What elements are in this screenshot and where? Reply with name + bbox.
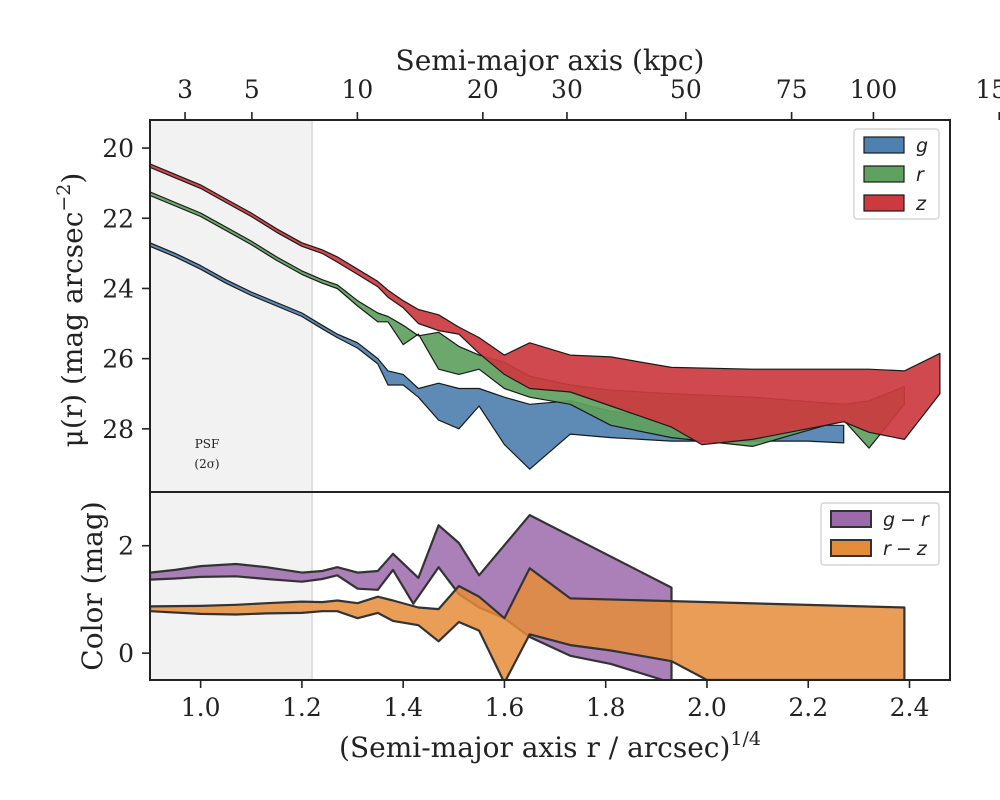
legend-label-operator: − bbox=[900, 509, 916, 531]
surface-brightness-axis-title-tail: ) bbox=[56, 173, 89, 184]
x-tick-label: 2.0 bbox=[687, 693, 727, 722]
top-tick-label: 50 bbox=[670, 75, 702, 104]
axis-ticks: 1.0 1.2 1.4 1.6 1.8 2.0 2.2 2.43 5 10 20 30 50 75 100 1… bbox=[102, 75, 1000, 722]
psf-sigma-label: (2σ) bbox=[194, 457, 219, 471]
legend-label-right: z bbox=[916, 538, 928, 560]
band-r-minus-z bbox=[150, 567, 906, 680]
bottom-axis-title-exponent: 1/4 bbox=[730, 728, 761, 750]
y-tick-label: 24 bbox=[102, 274, 134, 303]
legend-label: r − z bbox=[883, 538, 928, 560]
x-tick-label: 1.4 bbox=[383, 693, 423, 722]
x-tick-label: 1.8 bbox=[586, 693, 626, 722]
legend-swatch bbox=[830, 510, 872, 528]
band-z bbox=[150, 163, 941, 446]
surface-brightness-legend: grz bbox=[853, 128, 940, 220]
top-tick-label: 100 bbox=[850, 75, 898, 104]
top-tick-label: 75 bbox=[776, 75, 808, 104]
y-tick-label: 28 bbox=[102, 415, 134, 444]
surface-brightness-series bbox=[150, 163, 941, 470]
bottom-axis-title: (Semi-major axis r / arcsec)1/4 bbox=[339, 728, 761, 764]
top-axis-title: Semi-major axis (kpc) bbox=[396, 44, 705, 77]
y-tick-label-color: 2 bbox=[118, 532, 134, 561]
legend-label-right: r bbox=[921, 509, 930, 531]
color-legend: g − rr − z bbox=[820, 502, 940, 566]
psf-region-shading-color-panel bbox=[150, 492, 313, 680]
legend-swatch bbox=[863, 194, 905, 212]
x-tick-label: 1.6 bbox=[485, 693, 525, 722]
surface-brightness-axis-title-exponent: −2 bbox=[53, 184, 75, 212]
legend-label: g bbox=[916, 135, 928, 157]
color-axes bbox=[149, 491, 951, 681]
top-tick-label: 20 bbox=[467, 75, 499, 104]
legend-swatch bbox=[863, 165, 905, 183]
color-axis-title: Color (mag) bbox=[76, 501, 109, 670]
y-tick-label: 26 bbox=[102, 345, 134, 374]
y-tick-label-color: 0 bbox=[118, 639, 134, 668]
x-tick-label: 2.4 bbox=[890, 693, 930, 722]
x-tick-label: 1.0 bbox=[181, 693, 221, 722]
legend-swatch bbox=[863, 136, 905, 154]
x-tick-label: 2.2 bbox=[788, 693, 828, 722]
legend-label: r bbox=[916, 164, 925, 186]
surface-brightness-axis-title-text: μ(r) (mag arcsec bbox=[56, 212, 89, 448]
top-tick-label: 150 bbox=[975, 75, 1000, 104]
legend-label-left: g bbox=[883, 509, 895, 531]
band-g-minus-r bbox=[150, 514, 673, 680]
color-series bbox=[150, 514, 906, 680]
top-tick-label: 3 bbox=[177, 75, 193, 104]
band-g bbox=[150, 242, 845, 470]
legend-label: z bbox=[915, 193, 927, 215]
bottom-axis-title-text: (Semi-major axis r / arcsec) bbox=[339, 731, 730, 764]
legend-label: g − r bbox=[883, 509, 930, 531]
top-tick-label: 5 bbox=[244, 75, 260, 104]
top-tick-label: 30 bbox=[551, 75, 583, 104]
y-tick-label: 22 bbox=[102, 204, 134, 233]
y-tick-label: 20 bbox=[102, 134, 134, 163]
top-tick-label: 10 bbox=[341, 75, 373, 104]
surface-brightness-axis-title: μ(r) (mag arcsec−2) bbox=[53, 173, 89, 448]
legend-swatch bbox=[830, 539, 872, 557]
x-tick-label: 1.2 bbox=[282, 693, 322, 722]
legend-label-operator: − bbox=[896, 538, 912, 560]
legend-label-left: r bbox=[883, 538, 892, 560]
psf-label: PSF bbox=[195, 437, 220, 451]
